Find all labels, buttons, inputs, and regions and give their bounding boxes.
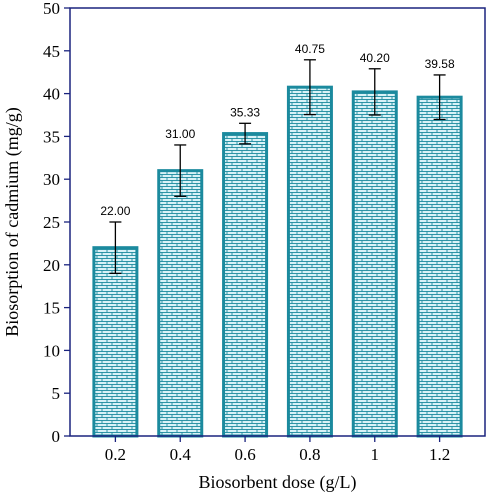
y-axis: 0 5 10 15 20 25 30 35 40 45 50 (43, 0, 70, 446)
y-tick-label: 45 (43, 42, 60, 61)
y-tick-label: 15 (43, 299, 60, 318)
data-label: 31.00 (165, 127, 195, 141)
bar (286, 85, 333, 438)
x-tick-label: 1.2 (429, 445, 450, 464)
y-tick-label: 25 (43, 213, 60, 232)
y-tick-label: 0 (52, 427, 61, 446)
x-axis-title: Biosorbent dose (g/L) (199, 472, 357, 493)
data-label: 22.00 (100, 204, 130, 218)
y-tick-label: 35 (43, 127, 60, 146)
y-tick-label: 30 (43, 170, 60, 189)
error-bars-group (109, 59, 446, 275)
bar (351, 90, 398, 438)
bar (416, 95, 463, 438)
data-label: 35.33 (230, 105, 260, 119)
y-tick-label: 10 (43, 341, 60, 360)
y-tick-label: 5 (52, 384, 61, 403)
data-label: 40.20 (360, 51, 390, 65)
y-tick-label: 40 (43, 85, 60, 104)
bars-group (92, 85, 463, 438)
x-tick-label: 0.2 (105, 445, 126, 464)
y-axis-title: Biosorption of cadmium (mg/g) (2, 107, 23, 336)
bar (157, 169, 204, 438)
x-tick-label: 0.8 (299, 445, 320, 464)
x-tick-label: 0.6 (234, 445, 255, 464)
x-tick-label: 0.4 (170, 445, 192, 464)
bar (222, 132, 269, 438)
data-label: 39.58 (425, 57, 455, 71)
bar (92, 246, 139, 438)
x-tick-label: 1 (371, 445, 380, 464)
data-label: 40.75 (295, 42, 325, 56)
y-tick-label: 20 (43, 256, 60, 275)
y-tick-label: 50 (43, 0, 60, 18)
x-axis: 0.2 0.4 0.6 0.8 1 1.2 (105, 436, 450, 464)
data-labels-group: 22.00 31.00 35.33 40.75 40.20 39.58 (100, 42, 455, 218)
